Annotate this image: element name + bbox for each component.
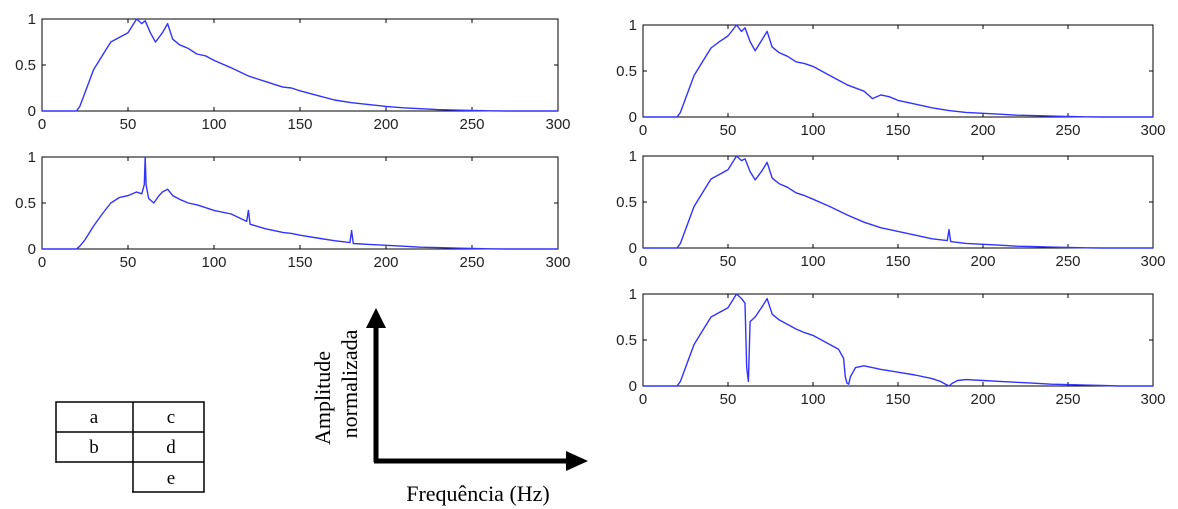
x-tick-label: 300 — [1140, 122, 1165, 139]
x-axis-caption: Frequência (Hz) — [406, 481, 550, 506]
panel-key-table: a c b d e — [55, 401, 205, 494]
horizontal-arrow-head — [566, 451, 588, 471]
x-tick-label: 50 — [120, 254, 137, 271]
panel-e-axes-box — [642, 293, 1154, 387]
panel-e-spectrum-line — [643, 293, 1153, 387]
panel-a-axes-box — [41, 18, 559, 112]
key-cell-d: d — [166, 437, 176, 458]
x-tick-label: 0 — [639, 391, 647, 408]
x-tick-label: 50 — [720, 122, 737, 139]
panel-d-spectrum-line — [643, 155, 1153, 249]
x-tick-label: 50 — [720, 253, 737, 270]
x-tick-label: 150 — [885, 391, 910, 408]
y-tick-label: 1 — [629, 17, 637, 34]
x-tick-label: 250 — [459, 116, 484, 133]
panel-c-axes-box — [642, 24, 1154, 118]
y-tick-label: 0.5 — [15, 57, 36, 74]
y-tick-label: 0.5 — [616, 194, 637, 211]
x-tick-label: 150 — [287, 254, 312, 271]
x-tick-label: 50 — [120, 116, 137, 133]
x-tick-label: 0 — [38, 254, 46, 271]
y-tick-label: 0.5 — [616, 63, 637, 80]
x-tick-label: 300 — [1140, 253, 1165, 270]
panel-d-axes-box — [642, 155, 1154, 249]
panel-e: 0 50 100 150 200 250 300 0 0.5 1 — [616, 286, 1165, 408]
y-tick-label: 1 — [28, 11, 36, 28]
panel-b-spectrum-line — [42, 156, 558, 250]
x-tick-label: 300 — [545, 116, 570, 133]
x-tick-label: 200 — [970, 122, 995, 139]
x-tick-label: 150 — [287, 116, 312, 133]
key-cell-a: a — [90, 407, 99, 428]
y-tick-label: 0 — [629, 109, 637, 126]
y-tick-label: 0 — [28, 241, 36, 258]
y-tick-label: 0 — [629, 240, 637, 257]
x-tick-label: 100 — [800, 391, 825, 408]
x-tick-label: 250 — [1055, 122, 1080, 139]
x-tick-label: 100 — [800, 122, 825, 139]
y-tick-label: 0 — [28, 103, 36, 120]
y-axis-caption-line2: normalizada — [337, 329, 362, 438]
x-tick-label: 100 — [800, 253, 825, 270]
y-tick-label: 0.5 — [15, 195, 36, 212]
vertical-arrow-head — [366, 308, 386, 328]
x-tick-label: 200 — [970, 253, 995, 270]
y-tick-label: 0 — [629, 378, 637, 395]
x-tick-label: 100 — [201, 254, 226, 271]
x-tick-label: 200 — [373, 254, 398, 271]
x-tick-label: 0 — [639, 122, 647, 139]
y-axis-caption-line1: Amplitude — [310, 351, 335, 445]
x-tick-label: 150 — [885, 253, 910, 270]
x-tick-label: 100 — [201, 116, 226, 133]
x-tick-label: 150 — [885, 122, 910, 139]
key-cell-c: c — [167, 407, 175, 428]
x-tick-label: 200 — [970, 391, 995, 408]
x-tick-label: 0 — [38, 116, 46, 133]
x-tick-label: 300 — [545, 254, 570, 271]
x-tick-label: 50 — [720, 391, 737, 408]
panel-c-spectrum-line — [643, 24, 1153, 118]
y-tick-label: 1 — [629, 286, 637, 303]
x-tick-label: 250 — [1055, 253, 1080, 270]
y-tick-label: 1 — [28, 149, 36, 166]
panel-a: 0 50 100 150 200 250 300 0 0.5 1 — [15, 11, 570, 133]
panel-a-spectrum-line — [42, 18, 558, 112]
panel-c: 0 50 100 150 200 250 300 0 0.5 1 — [616, 17, 1165, 139]
panel-b: 0 50 100 150 200 250 300 0 0.5 1 — [15, 149, 570, 271]
x-tick-label: 300 — [1140, 391, 1165, 408]
x-tick-label: 0 — [639, 253, 647, 270]
x-tick-label: 250 — [459, 254, 484, 271]
axis-orientation-arrows: Amplitude normalizada Frequência (Hz) — [310, 308, 588, 506]
panel-d: 0 50 100 150 200 250 300 0 0.5 1 — [616, 148, 1165, 270]
y-tick-label: 0.5 — [616, 332, 637, 349]
key-cell-b: b — [89, 437, 99, 458]
x-tick-label: 250 — [1055, 391, 1080, 408]
x-tick-label: 200 — [373, 116, 398, 133]
key-cell-e: e — [167, 468, 175, 489]
y-tick-label: 1 — [629, 148, 637, 165]
